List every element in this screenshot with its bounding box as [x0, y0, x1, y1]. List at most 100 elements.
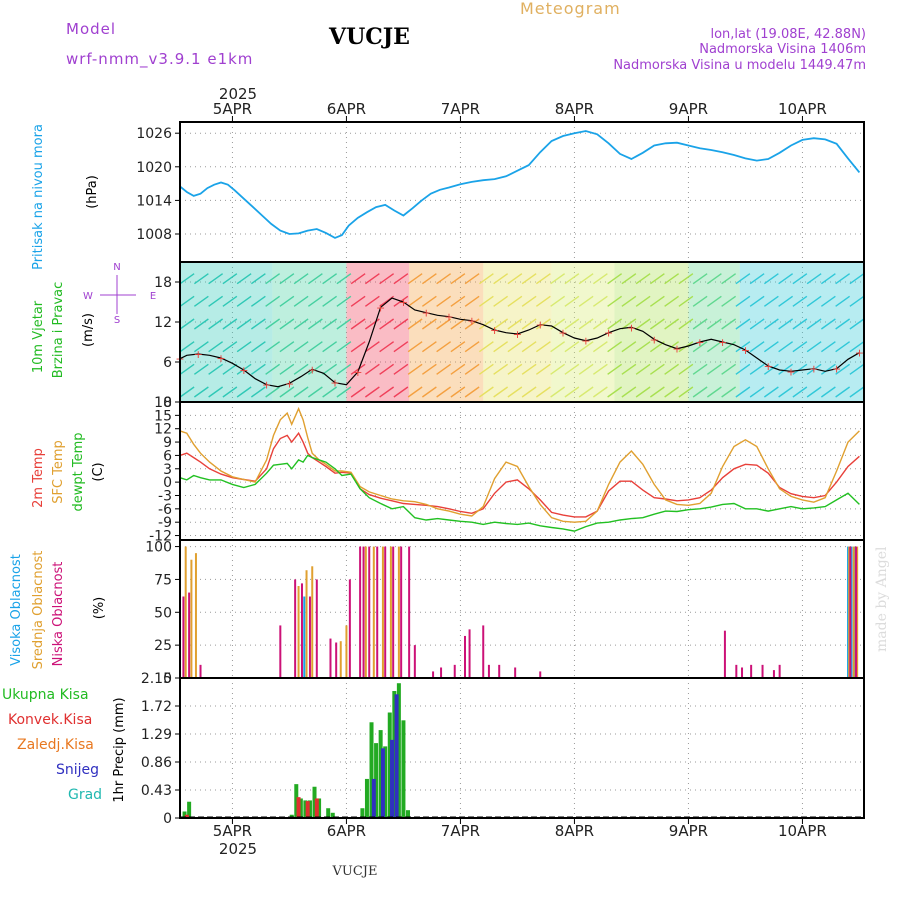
wind-barb: [421, 341, 437, 353]
y-tick-label: 15: [154, 408, 172, 424]
wind-barb: [208, 273, 224, 285]
wind-barb: [393, 386, 409, 398]
precip-total-bar: [317, 798, 322, 818]
wind-barb: [749, 363, 765, 375]
compass-e: E: [150, 291, 156, 302]
wind-gust-marker: +: [695, 336, 704, 349]
wind-barb: [763, 295, 779, 307]
wind-barb: [493, 295, 509, 307]
wind-gust-marker: +: [855, 347, 864, 360]
wind-barb: [493, 363, 509, 375]
wind-barb: [635, 273, 651, 285]
wind-barb: [293, 273, 309, 285]
wind-barb: [592, 318, 608, 330]
wind-gust-marker: +: [330, 377, 339, 390]
y-tick-label: 12: [154, 422, 172, 438]
wind-barb: [835, 363, 851, 375]
wind-barb: [350, 318, 366, 330]
wind-barb: [478, 318, 494, 330]
wind-barb: [649, 273, 665, 285]
wind-barb: [265, 386, 281, 398]
wind-barb: [792, 318, 808, 330]
cloud-low-bar: [392, 546, 395, 678]
cloud-high-label: Visoka Oblacnost: [9, 554, 24, 666]
wind-barb: [820, 273, 836, 285]
wind-barb: [550, 273, 566, 285]
wind-barb: [706, 363, 722, 375]
wind-barb: [664, 363, 680, 375]
x-tick-label: 8APR: [555, 822, 594, 840]
wind-barb: [592, 341, 608, 353]
y-tick-label: 0.43: [141, 783, 172, 799]
wind-gust-marker: +: [536, 319, 545, 332]
precip-conv-bar: [314, 798, 319, 818]
y-tick-label: -9: [158, 515, 172, 531]
wind-barb: [706, 273, 722, 285]
precip-total-bar: [374, 743, 379, 818]
cloud-low-bar: [335, 642, 338, 678]
wind-barb: [735, 318, 751, 330]
wind-barb: [649, 363, 665, 375]
wind-barb: [721, 273, 737, 285]
legend-total-rain: Ukupna Kisa: [2, 687, 89, 703]
wind-barb: [222, 295, 238, 307]
y-tick-label: 100: [145, 540, 172, 556]
precip-snow-bar: [380, 748, 385, 818]
x-tick-label: 9APR: [669, 822, 708, 840]
wind-barb: [322, 386, 338, 398]
wind-barb: [678, 363, 694, 375]
wind-gust-marker: +: [376, 301, 385, 314]
precip-total-bar: [187, 801, 192, 818]
cloud-high-bar: [847, 546, 850, 678]
cloud-low-bar: [498, 664, 501, 678]
wind-barb: [279, 363, 295, 375]
wind-barb: [436, 363, 452, 375]
wind-gust-marker: +: [444, 311, 453, 324]
y-tick-label: -3: [158, 488, 172, 504]
wind-barb: [478, 363, 494, 375]
wind-barb: [564, 341, 580, 353]
wind-barb: [307, 341, 323, 353]
wind-gust-marker: +: [558, 327, 567, 340]
y-tick-label: 18: [154, 395, 172, 411]
wind-barb: [735, 386, 751, 398]
wind-barb: [792, 273, 808, 285]
wind-barb: [307, 363, 323, 375]
wind-barb: [250, 273, 266, 285]
pressure-label: Pritisak na nivou mora: [31, 124, 46, 270]
wind-barb: [820, 295, 836, 307]
wind-barb: [578, 273, 594, 285]
wind-barb: [849, 273, 865, 285]
y-tick-label: 1020: [136, 160, 172, 176]
wind-barb: [806, 341, 822, 353]
pressure-axis-title: Pritisak na nivou mora (hPa): [31, 124, 100, 270]
cloud-low-bar: [453, 664, 456, 678]
wind-barb: [436, 318, 452, 330]
wind-barb: [649, 318, 665, 330]
wind-axis-title: 10m Vjetar Brzina i Pravac (m/s): [31, 282, 96, 379]
top-year-label: 2025: [219, 85, 257, 103]
wind-barb: [507, 318, 523, 330]
wind-barb: [421, 273, 437, 285]
wind-barb: [222, 273, 238, 285]
wind-barb: [607, 386, 623, 398]
dewpoint-line: [179, 454, 860, 532]
credit-label: made by Angel: [874, 546, 890, 652]
cloud-mid-bar: [190, 559, 193, 678]
wind-barb: [692, 318, 708, 330]
wind-gust-marker: +: [239, 364, 248, 377]
wind-barb: [293, 318, 309, 330]
cloud-low-bar: [849, 546, 852, 678]
cloud-high-bar: [853, 546, 856, 678]
wind-barb: [721, 295, 737, 307]
wind-barb: [393, 273, 409, 285]
wind-barb: [179, 295, 195, 307]
wind-barb: [692, 386, 708, 398]
wind-barb: [735, 341, 751, 353]
wind-barb: [464, 363, 480, 375]
plot-area: 1008101410201026061218-12-9-6-3036912151…: [136, 100, 865, 840]
wind-barb: [607, 273, 623, 285]
wind-barb: [763, 363, 779, 375]
cloud-mid-bar: [364, 546, 367, 678]
wind-barb: [835, 318, 851, 330]
